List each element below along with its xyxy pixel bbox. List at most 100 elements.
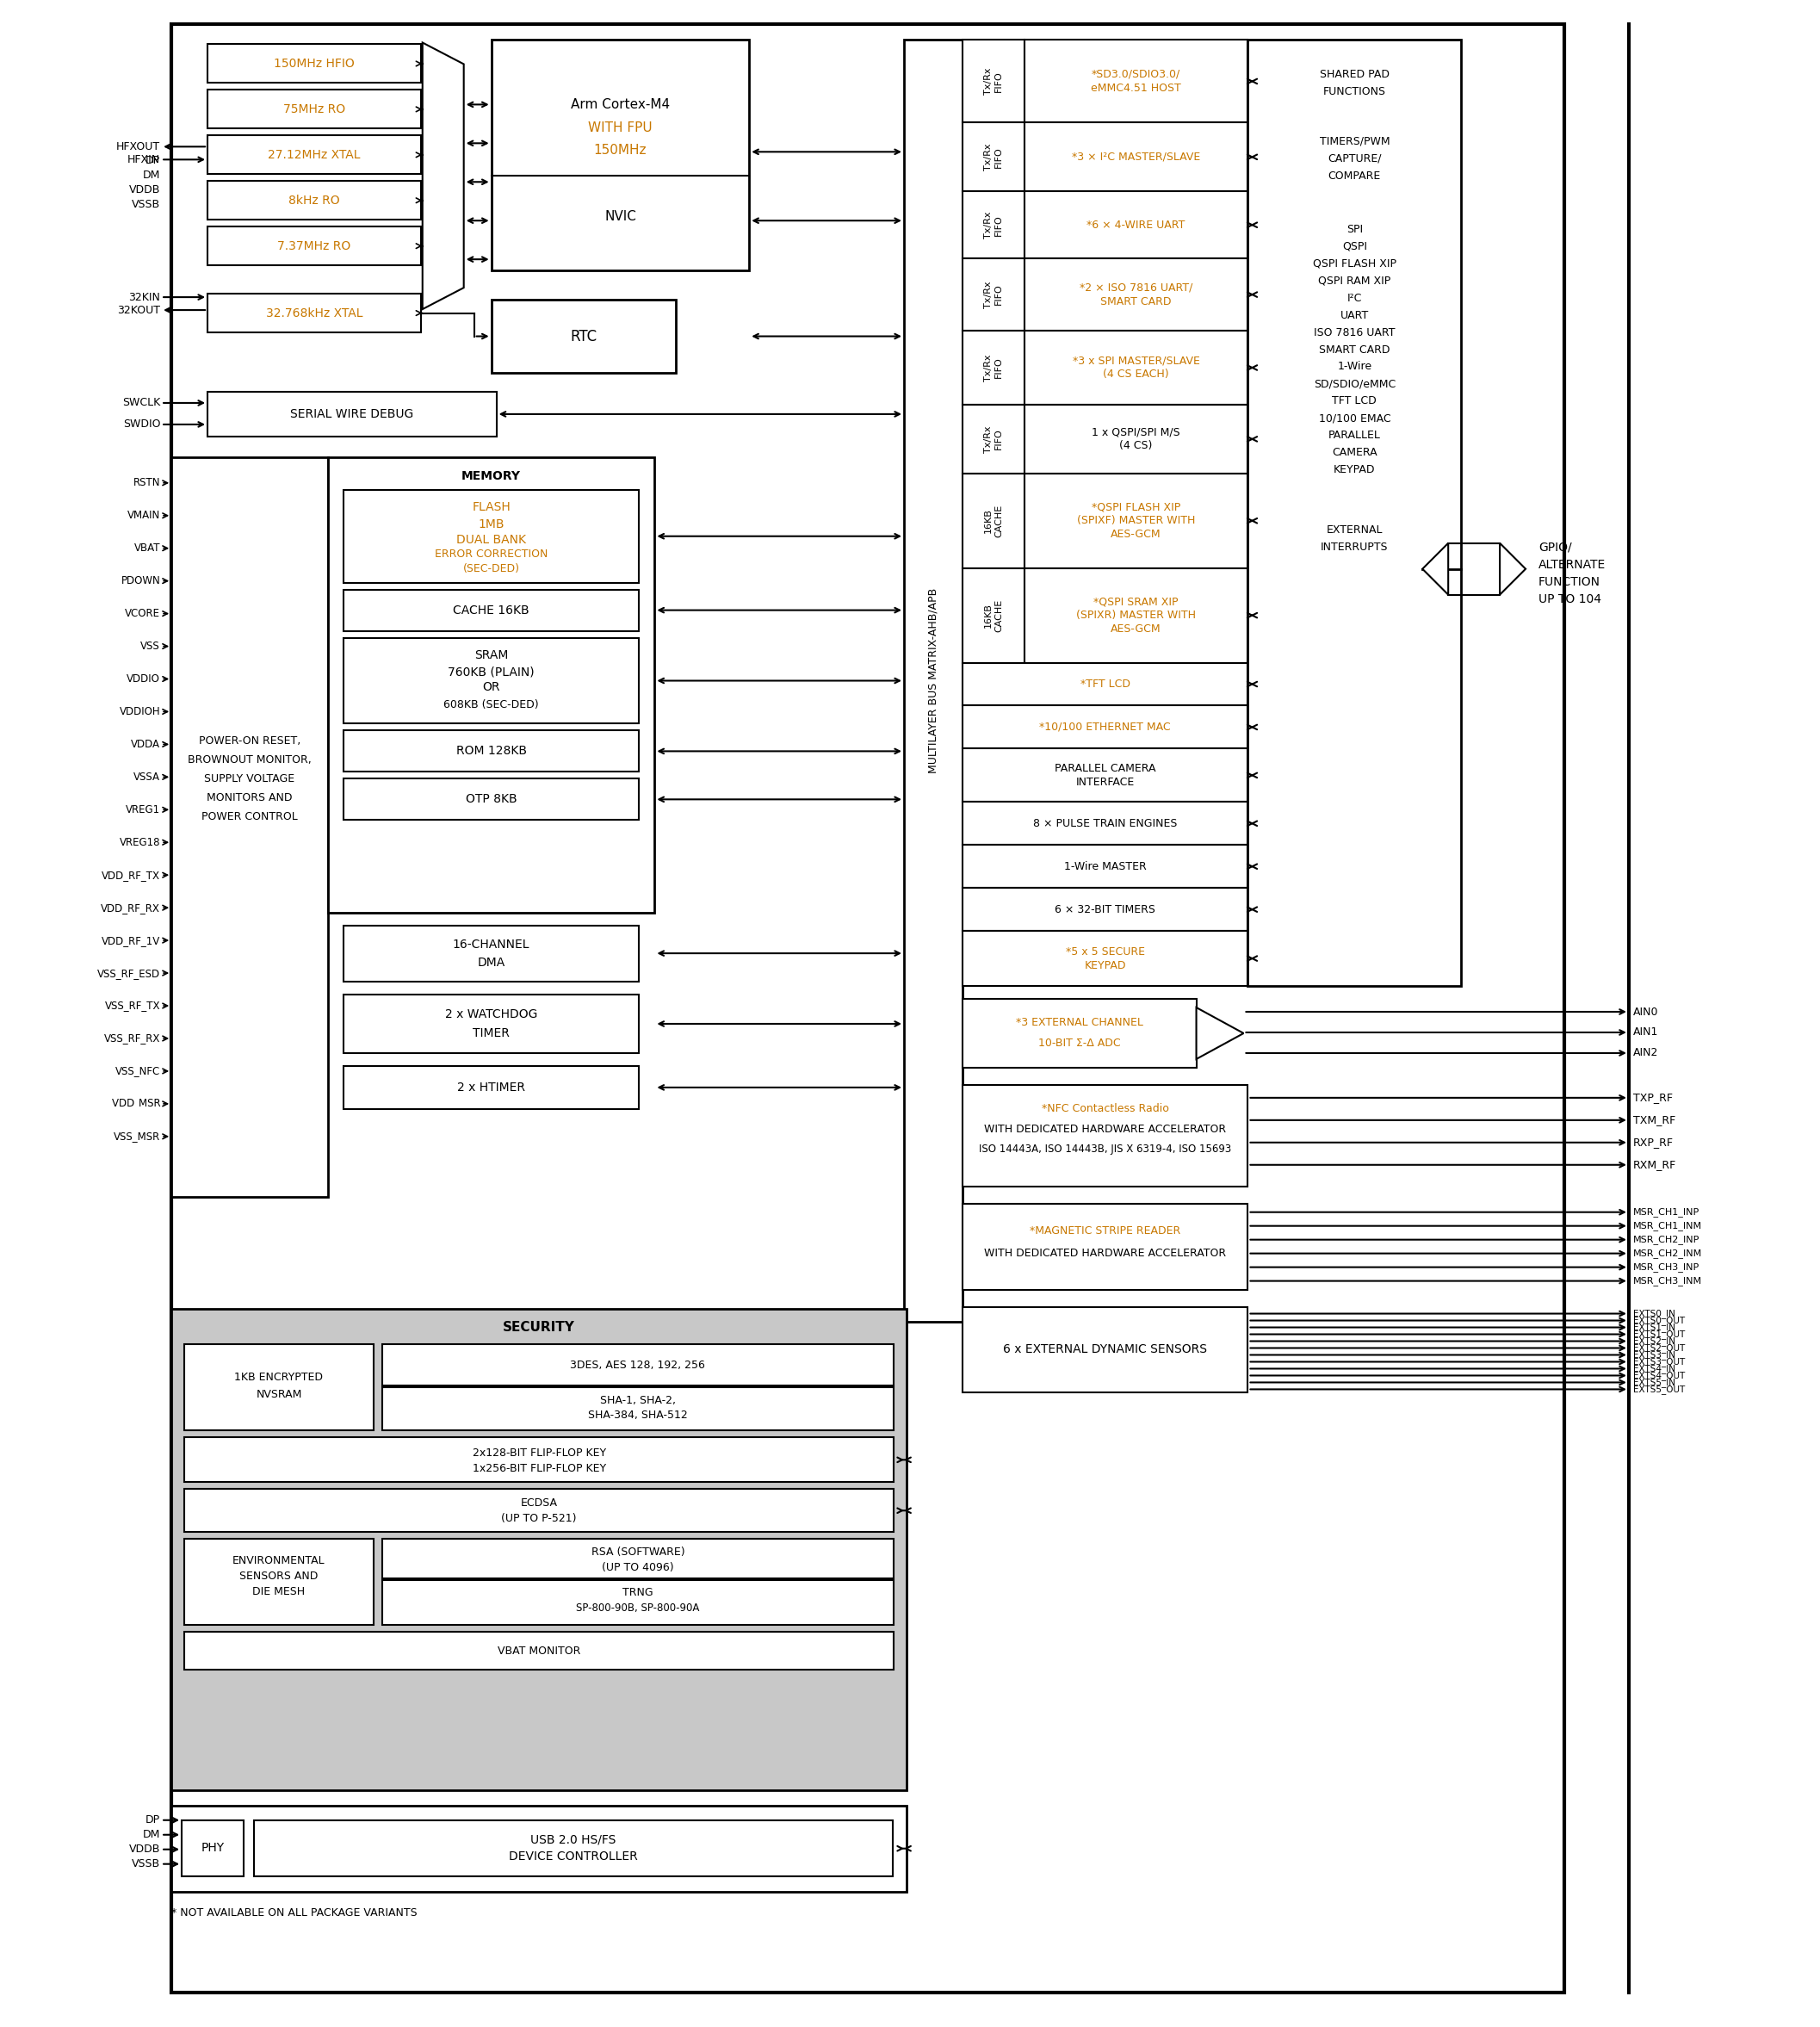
Text: RSTN: RSTN <box>133 476 160 489</box>
Text: *3 × I²C MASTER/SLAVE: *3 × I²C MASTER/SLAVE <box>1072 152 1201 162</box>
Text: EXTS5_OUT: EXTS5_OUT <box>1633 1384 1685 1395</box>
Text: AIN2: AIN2 <box>1633 1048 1658 1058</box>
Text: FLASH: FLASH <box>471 501 511 513</box>
Bar <box>1249 41 1461 985</box>
Text: 608KB (SEC-DED): 608KB (SEC-DED) <box>444 699 539 709</box>
Text: QSPI RAM XIP: QSPI RAM XIP <box>1318 276 1390 286</box>
Text: SERIAL WIRE DEBUG: SERIAL WIRE DEBUG <box>291 407 413 420</box>
Text: VDD_RF_RX: VDD_RF_RX <box>100 902 160 914</box>
Text: ISO 14443A, ISO 14443B, JIS X 6319-4, ISO 15693: ISO 14443A, ISO 14443B, JIS X 6319-4, IS… <box>979 1143 1232 1155</box>
Text: PARALLEL CAMERA
INTERFACE: PARALLEL CAMERA INTERFACE <box>1054 762 1156 789</box>
Bar <box>963 845 1249 888</box>
Bar <box>344 730 639 772</box>
Text: EXTS5_IN: EXTS5_IN <box>1633 1378 1674 1386</box>
Text: UART: UART <box>1340 310 1369 320</box>
Text: ISO 7816 UART: ISO 7816 UART <box>1314 326 1396 339</box>
Text: GPIO/: GPIO/ <box>1538 541 1572 553</box>
Text: 1-Wire: 1-Wire <box>1338 361 1372 373</box>
Text: QSPI: QSPI <box>1341 241 1367 251</box>
Bar <box>344 590 639 630</box>
Text: PARALLEL: PARALLEL <box>1329 430 1381 442</box>
Text: FUNCTION: FUNCTION <box>1538 576 1600 588</box>
Bar <box>963 122 1025 191</box>
Text: 32KIN: 32KIN <box>129 292 160 302</box>
Text: 1KB ENCRYPTED: 1KB ENCRYPTED <box>235 1372 324 1382</box>
Text: HFXIN: HFXIN <box>127 154 160 164</box>
Text: *QSPI SRAM XIP
(SPIXR) MASTER WITH
AES-GCM: *QSPI SRAM XIP (SPIXR) MASTER WITH AES-G… <box>1076 596 1196 634</box>
Bar <box>963 748 1249 803</box>
Polygon shape <box>422 43 464 310</box>
Text: 1x256-BIT FLIP-FLOP KEY: 1x256-BIT FLIP-FLOP KEY <box>471 1463 606 1474</box>
Polygon shape <box>1423 543 1449 594</box>
Bar <box>905 41 963 1322</box>
Polygon shape <box>1196 1007 1243 1058</box>
Text: PDOWN: PDOWN <box>120 576 160 586</box>
Text: 32KOUT: 32KOUT <box>116 304 160 316</box>
Bar <box>1025 259 1249 330</box>
Text: *10/100 ETHERNET MAC: *10/100 ETHERNET MAC <box>1039 722 1170 732</box>
Bar <box>171 1309 906 1790</box>
Text: WITH DEDICATED HARDWARE ACCELERATOR: WITH DEDICATED HARDWARE ACCELERATOR <box>985 1125 1227 1135</box>
Text: 32.768kHz XTAL: 32.768kHz XTAL <box>266 306 362 318</box>
Text: VSSB: VSSB <box>131 199 160 211</box>
Text: *TFT LCD: *TFT LCD <box>1081 679 1130 689</box>
Text: 2x128-BIT FLIP-FLOP KEY: 2x128-BIT FLIP-FLOP KEY <box>471 1447 606 1459</box>
Text: NVSRAM: NVSRAM <box>257 1388 302 1401</box>
Text: MULTILAYER BUS MATRIX-AHB/APB: MULTILAYER BUS MATRIX-AHB/APB <box>928 588 939 774</box>
Text: 16KB
CACHE: 16KB CACHE <box>985 598 1003 632</box>
Bar <box>184 1632 894 1670</box>
Text: 1-Wire MASTER: 1-Wire MASTER <box>1065 861 1147 872</box>
Bar <box>207 136 420 174</box>
Text: SHA-1, SHA-2,: SHA-1, SHA-2, <box>601 1395 675 1407</box>
Text: KEYPAD: KEYPAD <box>1334 464 1376 476</box>
Text: SHA-384, SHA-512: SHA-384, SHA-512 <box>588 1409 688 1421</box>
Bar <box>382 1388 894 1431</box>
Text: QSPI FLASH XIP: QSPI FLASH XIP <box>1312 257 1396 270</box>
Text: 2 x HTIMER: 2 x HTIMER <box>457 1082 526 1093</box>
Text: 6 x EXTERNAL DYNAMIC SENSORS: 6 x EXTERNAL DYNAMIC SENSORS <box>1003 1344 1207 1356</box>
Text: SUPPLY VOLTAGE: SUPPLY VOLTAGE <box>204 772 295 784</box>
Bar <box>207 45 420 83</box>
Text: MSR_CH2_INP: MSR_CH2_INP <box>1633 1234 1700 1245</box>
Text: DMA: DMA <box>477 957 506 969</box>
Text: Tx/Rx
FIFO: Tx/Rx FIFO <box>985 355 1003 381</box>
Text: ALTERNATE: ALTERNATE <box>1538 559 1605 572</box>
Text: VCORE: VCORE <box>126 608 160 618</box>
Text: TIMERS/PWM: TIMERS/PWM <box>1319 136 1390 148</box>
Text: EXTERNAL: EXTERNAL <box>1327 525 1383 535</box>
Bar <box>963 1204 1249 1289</box>
Text: DP: DP <box>146 1814 160 1826</box>
Text: EXTS1_OUT: EXTS1_OUT <box>1633 1330 1685 1340</box>
Text: SP-800-90B, SP-800-90A: SP-800-90B, SP-800-90A <box>577 1601 699 1613</box>
Text: CAMERA: CAMERA <box>1332 448 1378 458</box>
Text: VREG1: VREG1 <box>126 805 160 815</box>
Text: SPI: SPI <box>1347 223 1363 235</box>
Text: MSR_CH1_INP: MSR_CH1_INP <box>1633 1208 1700 1216</box>
Text: TXM_RF: TXM_RF <box>1633 1115 1676 1125</box>
Text: 10/100 EMAC: 10/100 EMAC <box>1318 414 1390 424</box>
Bar <box>382 1581 894 1626</box>
Text: VSS_RF_ESD: VSS_RF_ESD <box>96 967 160 979</box>
Bar <box>1025 568 1249 663</box>
Bar <box>184 1490 894 1532</box>
Text: OR: OR <box>482 681 500 693</box>
Bar <box>207 180 420 219</box>
Text: COMPARE: COMPARE <box>1329 170 1381 182</box>
Text: 7.37MHz RO: 7.37MHz RO <box>277 239 351 251</box>
Text: MSR_CH3_INP: MSR_CH3_INP <box>1633 1263 1700 1271</box>
Text: 75MHz RO: 75MHz RO <box>284 103 346 116</box>
Text: EXTS4_OUT: EXTS4_OUT <box>1633 1370 1685 1380</box>
Text: *3 EXTERNAL CHANNEL: *3 EXTERNAL CHANNEL <box>1016 1018 1143 1028</box>
Text: Tx/Rx
FIFO: Tx/Rx FIFO <box>985 211 1003 239</box>
Bar <box>1025 405 1249 474</box>
Text: MSR_CH2_INM: MSR_CH2_INM <box>1633 1249 1702 1259</box>
Bar <box>963 568 1025 663</box>
Text: DUAL BANK: DUAL BANK <box>457 533 526 545</box>
Text: OTP 8KB: OTP 8KB <box>466 793 517 805</box>
Text: FUNCTIONS: FUNCTIONS <box>1323 85 1387 97</box>
Text: (UP TO 4096): (UP TO 4096) <box>602 1561 673 1573</box>
Bar <box>207 294 420 332</box>
Text: HFXOUT: HFXOUT <box>116 142 160 152</box>
Bar <box>184 1538 373 1626</box>
Text: DP: DP <box>146 154 160 166</box>
